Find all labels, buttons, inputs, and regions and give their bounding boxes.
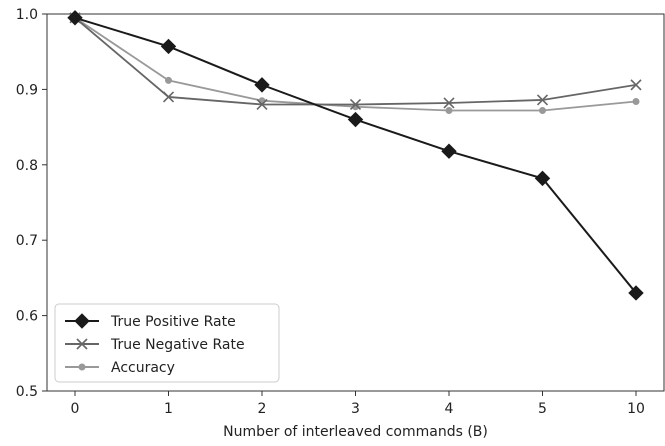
legend-marker xyxy=(76,338,88,350)
x-tick-label: 2 xyxy=(258,401,267,417)
y-tick-label: 0.6 xyxy=(16,309,38,325)
x-marker-stroke xyxy=(349,98,362,111)
y-tick-label: 0.8 xyxy=(16,158,38,174)
x-tick-label: 10 xyxy=(627,401,645,417)
y-tick-label: 1.0 xyxy=(16,7,38,23)
legend-marker xyxy=(78,363,86,371)
series-layer xyxy=(67,10,644,301)
legend-label: Accuracy xyxy=(111,360,175,376)
legend-entry: True Negative Rate xyxy=(65,337,245,353)
x-tick-label: 1 xyxy=(164,401,173,417)
legend-entry: Accuracy xyxy=(65,360,175,376)
data-point xyxy=(539,107,546,115)
y-tick-label: 0.5 xyxy=(16,384,38,400)
legend: True Positive Rate True Negative Rate Accu… xyxy=(54,303,280,383)
legend-marker xyxy=(74,313,90,329)
axes-layer: 0 1 2 3 4 5 10 0.5 0.6 0.7 0.8 0.9 1.0 xyxy=(16,7,645,417)
data-point xyxy=(347,111,364,128)
data-point xyxy=(254,77,270,93)
data-point xyxy=(441,143,457,159)
legend-entry: True Positive Rate xyxy=(65,313,236,330)
x-tick-label: 0 xyxy=(71,401,80,417)
x-axis-title: Number of interleaved commands (B) xyxy=(223,424,488,440)
data-point xyxy=(160,38,177,55)
data-point xyxy=(536,94,549,106)
data-point xyxy=(630,79,642,91)
x-marker-stroke xyxy=(536,94,549,106)
y-tick-label: 0.9 xyxy=(16,82,38,98)
x-marker-stroke xyxy=(630,79,642,91)
x-marker-stroke xyxy=(256,98,268,111)
data-point xyxy=(349,98,362,111)
legend-label: True Positive Rate xyxy=(110,314,236,330)
legend-label: True Negative Rate xyxy=(110,337,245,353)
data-point xyxy=(256,98,268,111)
x-tick-label: 5 xyxy=(538,401,547,417)
data-point xyxy=(162,91,175,103)
data-point xyxy=(445,107,453,115)
data-point xyxy=(534,170,551,187)
legend-box xyxy=(54,303,280,383)
data-point xyxy=(165,76,172,84)
x-marker-stroke xyxy=(76,338,88,350)
y-tick-label: 0.7 xyxy=(16,233,38,249)
series-true-positive-rate xyxy=(67,10,644,301)
data-point xyxy=(632,97,640,105)
x-marker-stroke xyxy=(443,97,455,109)
data-point xyxy=(67,10,83,26)
data-point xyxy=(628,285,644,301)
x-marker-stroke xyxy=(162,91,175,103)
x-tick-label: 3 xyxy=(351,401,360,417)
x-tick-label: 4 xyxy=(445,401,454,417)
data-point xyxy=(443,97,455,109)
